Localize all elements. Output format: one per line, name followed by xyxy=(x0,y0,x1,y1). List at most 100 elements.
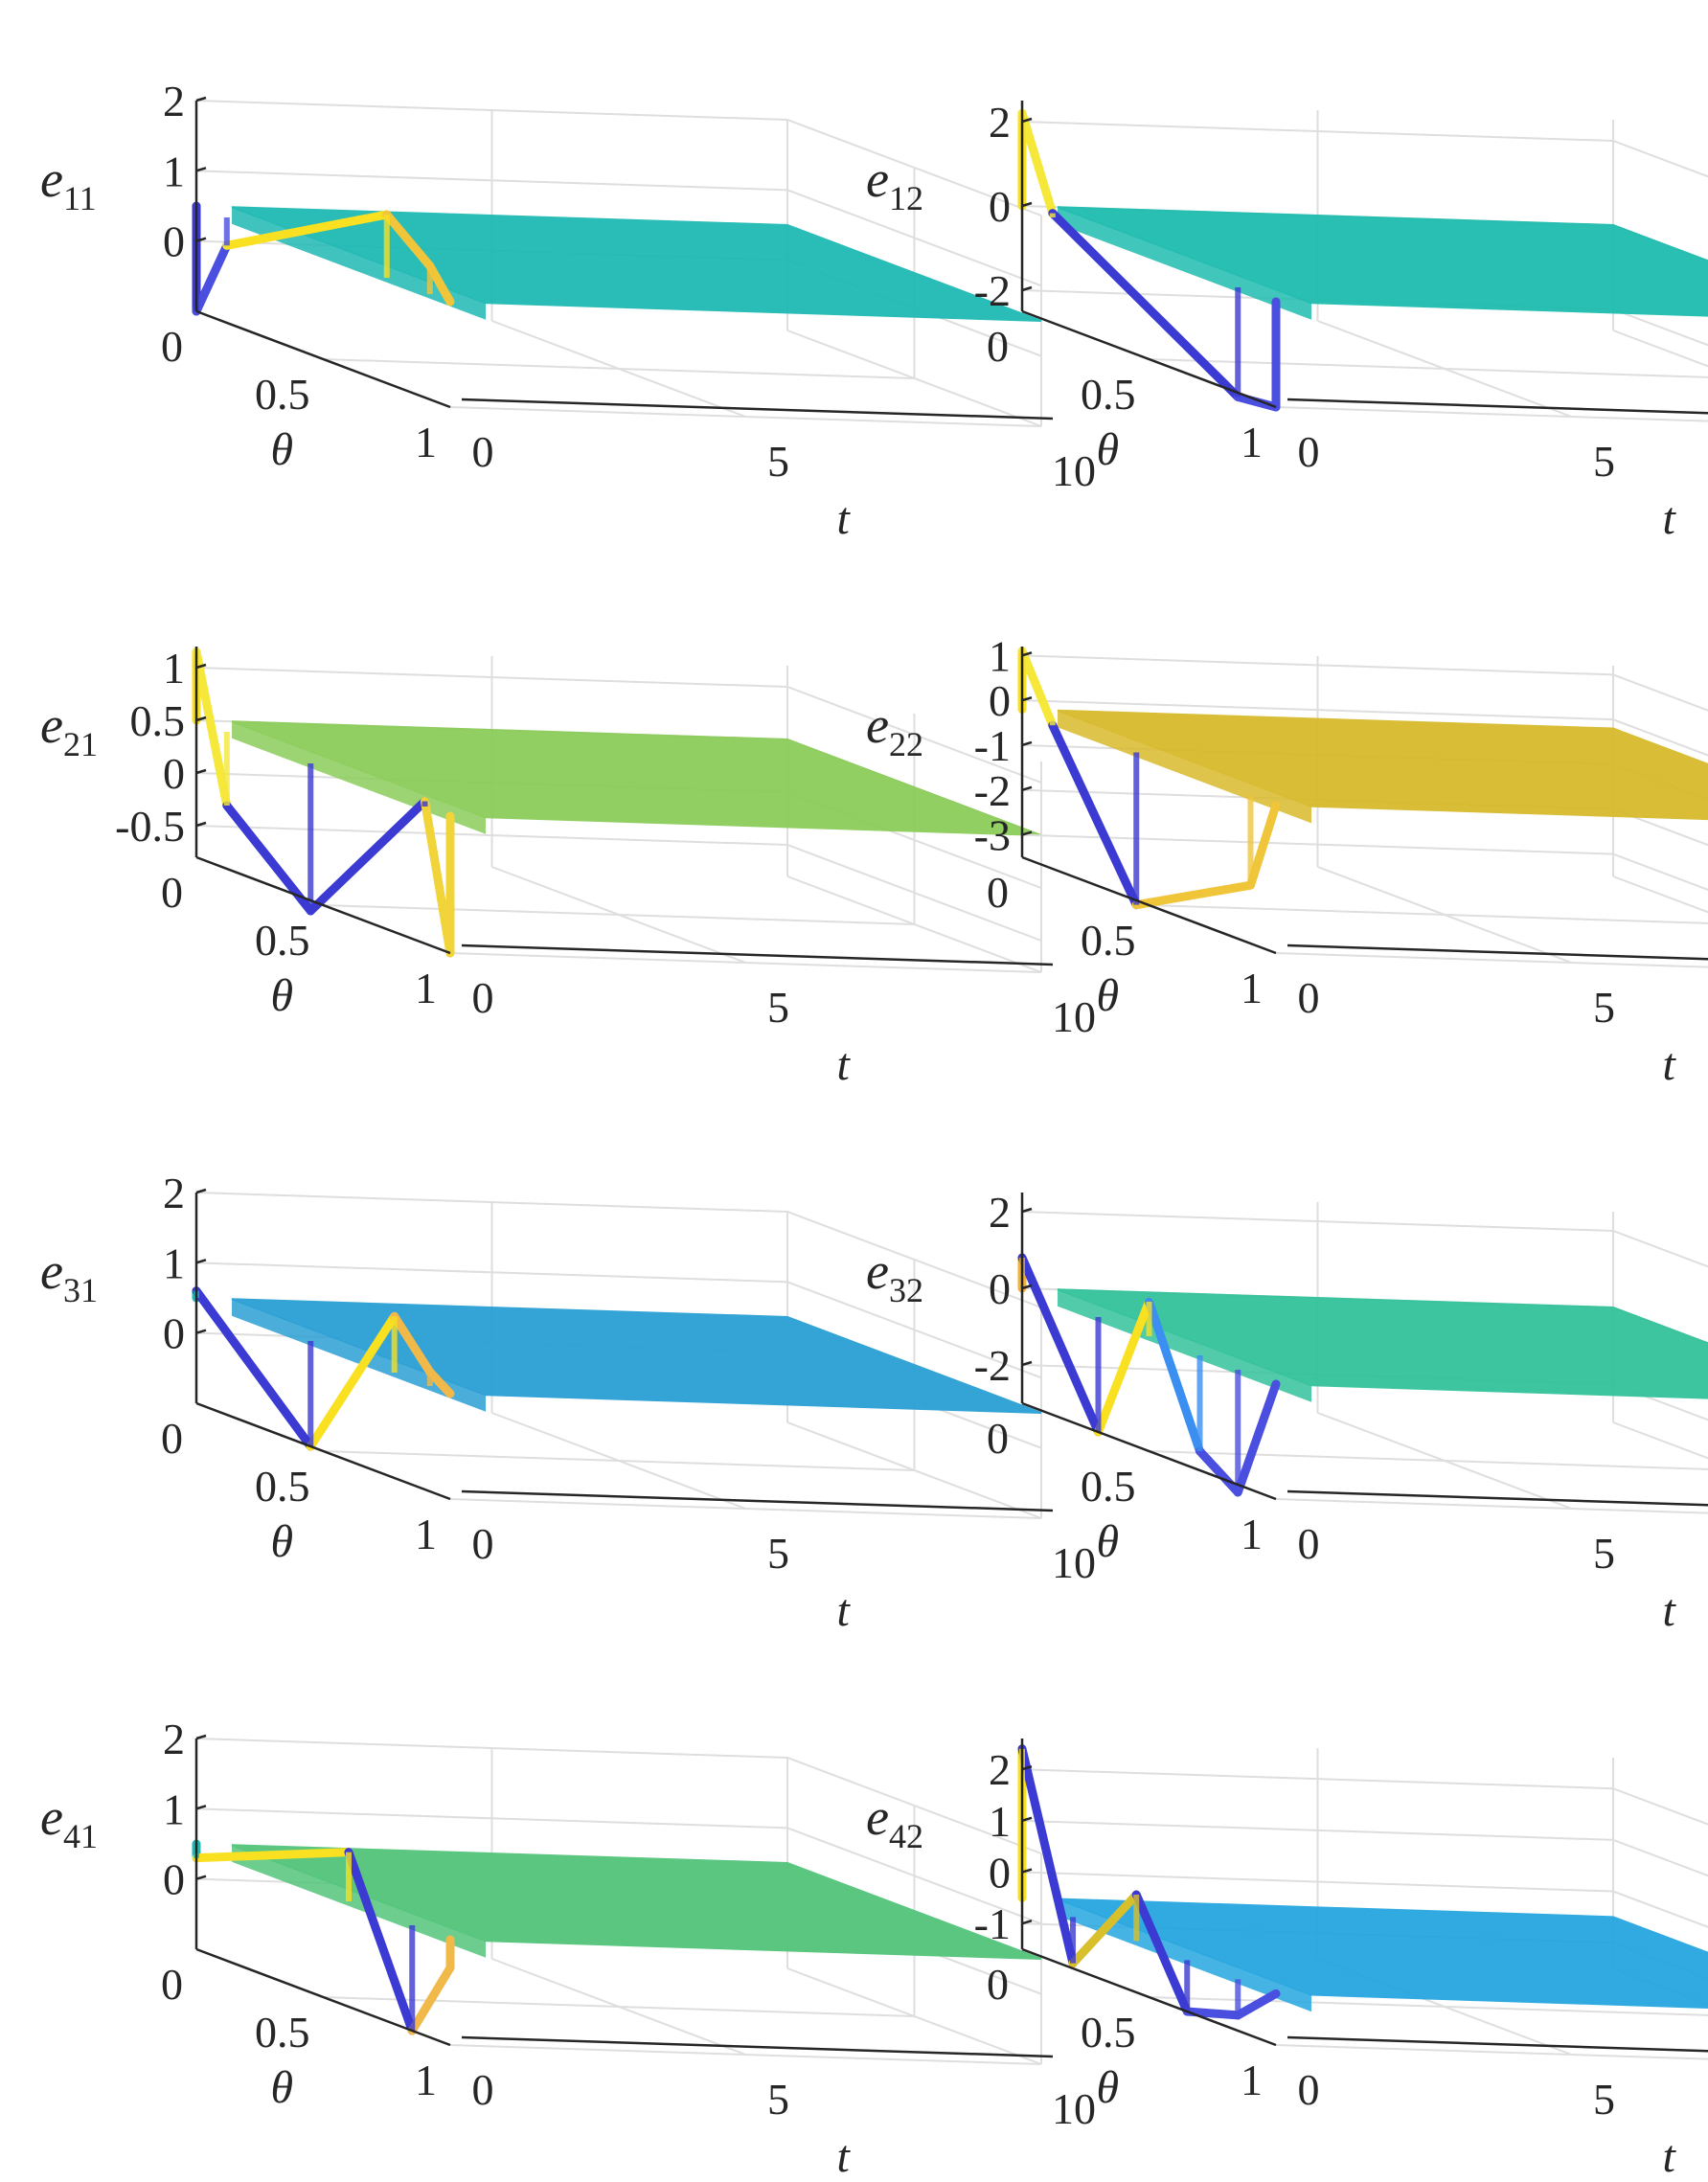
surface-transient-segment xyxy=(192,1848,353,1863)
z-tick xyxy=(1021,201,1033,208)
gridline-floor-theta xyxy=(1275,2044,1708,2060)
surface-front-edge xyxy=(1058,1289,1312,1402)
z-tick-label: -2 xyxy=(974,766,1011,815)
theta-tick-label: 0 xyxy=(161,1960,183,2009)
gridline-floor-theta xyxy=(1149,1996,1708,2016)
t-tick-label: 5 xyxy=(1593,2075,1615,2124)
gridline-z xyxy=(1021,699,1708,757)
t-tick-label: 5 xyxy=(767,2075,789,2124)
gridline-floor-theta xyxy=(449,952,1042,973)
chart-panel-e32: 20-200.510510θte32 xyxy=(866,1188,1708,1636)
t-tick-label: 0 xyxy=(1298,973,1320,1022)
surface-transient-segment xyxy=(1182,2007,1242,2020)
surface-transient-segment xyxy=(1196,1446,1242,1497)
theta-axis-line xyxy=(195,309,451,409)
z-tick-label: 1 xyxy=(163,1784,185,1833)
theta-tick-label: 1 xyxy=(1241,418,1263,466)
gridline-floor-theta xyxy=(323,1996,915,2017)
theta-tick-label: 1 xyxy=(415,2056,437,2104)
gridline-floor-theta xyxy=(1275,1498,1708,1514)
t-axis-label: t xyxy=(1663,2131,1677,2182)
z-tick xyxy=(195,821,207,828)
t-axis-label: t xyxy=(1663,493,1677,544)
z-tick-label: 2 xyxy=(163,1169,185,1217)
theta-tick-label: 1 xyxy=(415,1510,437,1558)
z-axis-label: e41 xyxy=(40,1788,98,1855)
surface-transient-segment xyxy=(1017,108,1058,218)
surface-front-edge xyxy=(1058,1898,1312,2012)
t-tick-label: 0 xyxy=(472,2065,494,2114)
chart-panel-e12: 20-200.510510θte12 xyxy=(866,98,1708,544)
t-axis-line xyxy=(1287,1489,1708,1507)
gridline-floor-t xyxy=(1612,875,1708,914)
z-tick-label: 1 xyxy=(163,1239,185,1287)
z-tick-label: 2 xyxy=(163,1715,185,1763)
z-tick xyxy=(195,1259,207,1264)
z-tick xyxy=(195,1875,207,1880)
gridline-z xyxy=(195,1807,1042,1925)
t-axis-line xyxy=(461,1489,1054,1512)
t-axis-label: t xyxy=(1663,1585,1677,1636)
surface-front-edge xyxy=(1058,710,1312,824)
z-tick-label: 1 xyxy=(989,1797,1011,1846)
theta-axis-line xyxy=(1021,309,1277,409)
theta-axis-line xyxy=(1021,1947,1277,2047)
z-tick-label: 0 xyxy=(989,1264,1011,1313)
gridline-z xyxy=(195,100,1042,216)
gridline-floor-theta xyxy=(449,406,1042,427)
surface-steady-state xyxy=(1057,206,1708,317)
z-tick-label: 0 xyxy=(989,182,1011,231)
t-tick-label: 0 xyxy=(1298,427,1320,476)
gridline-z xyxy=(1021,1211,1708,1268)
z-tick-label: 0 xyxy=(163,1855,185,1904)
theta-tick-label: 0 xyxy=(987,322,1009,371)
surface-transient-segment xyxy=(306,1311,399,1451)
gridline-z xyxy=(195,1738,1042,1854)
z-tick xyxy=(195,663,207,670)
theta-tick-label: 0.5 xyxy=(255,1462,310,1511)
theta-tick-label: 0 xyxy=(161,1414,183,1463)
surface-transient-segment xyxy=(1246,801,1281,890)
z-tick xyxy=(1021,285,1033,292)
z-tick xyxy=(195,1805,207,1810)
theta-axis-line xyxy=(195,1401,451,1501)
t-axis-line xyxy=(461,943,1054,966)
surface-transient-segment xyxy=(192,648,232,810)
z-tick-label: 1 xyxy=(163,644,185,693)
theta-tick-label: 0.5 xyxy=(255,370,310,419)
surface-steady-state xyxy=(1057,1288,1708,1399)
surface-transient-segment xyxy=(222,801,315,916)
gridline-z xyxy=(195,667,1042,784)
t-tick-label: 5 xyxy=(767,983,789,1032)
z-tick xyxy=(1021,1816,1033,1823)
surface-transient-segment xyxy=(192,240,232,316)
z-tick-label: 0.5 xyxy=(130,696,186,745)
theta-tick-label: 0 xyxy=(987,868,1009,917)
t-axis-line xyxy=(461,2035,1054,2058)
gridline-floor-theta xyxy=(1149,358,1708,378)
t-axis-line xyxy=(1287,2035,1708,2053)
surface-steady-state xyxy=(1057,709,1708,821)
surface-transient-segment xyxy=(1094,1297,1153,1437)
theta-axis-line xyxy=(195,1947,451,2047)
gridline-floor-t xyxy=(1612,330,1708,368)
z-axis-label: e12 xyxy=(866,150,923,217)
z-tick-label: 2 xyxy=(989,98,1011,147)
z-axis-label: e21 xyxy=(40,696,98,763)
surface-front-edge xyxy=(232,1845,487,1958)
gridline-z xyxy=(1021,1819,1708,1877)
theta-tick-label: 1 xyxy=(415,418,437,466)
z-tick xyxy=(1021,1919,1033,1925)
z-axis-label: e42 xyxy=(866,1788,923,1855)
surface-transient-segment xyxy=(382,210,435,271)
surface-transient-segment xyxy=(425,261,455,307)
z-tick xyxy=(1021,830,1033,836)
t-tick-label: 0 xyxy=(472,427,494,476)
